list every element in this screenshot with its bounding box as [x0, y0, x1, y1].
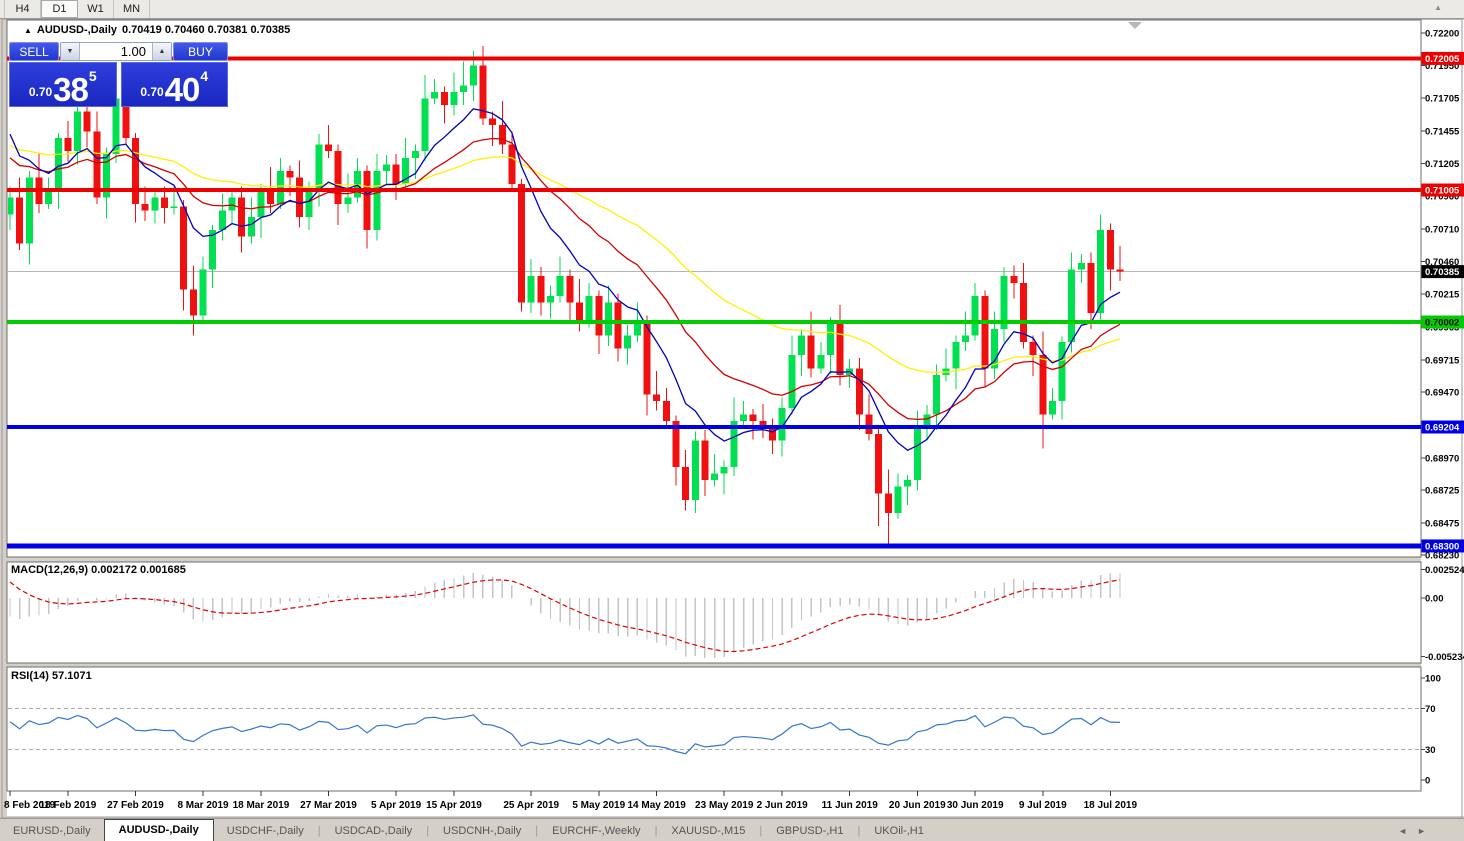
price-tick-label: 0.70710: [1425, 224, 1459, 235]
tab-usdcnh-daily[interactable]: USDCNH-,Daily: [430, 822, 534, 841]
tab-xauusd-m15[interactable]: XAUUSD-,M15: [658, 822, 758, 841]
tab-ukoil-h1[interactable]: UKOil-,H1: [861, 822, 937, 841]
date-tick-label: 15 Apr 2019: [426, 800, 482, 811]
timeframe-button-mn[interactable]: MN: [114, 0, 150, 18]
one-click-trade-widget: SELL ▼ 1.00 ▲ BUY 0.70 38 5 0.70 40 4: [9, 42, 228, 107]
chart-svg: 0.722000.719500.717050.714550.712050.709…: [0, 18, 1464, 818]
timeframe-button-d1[interactable]: D1: [41, 0, 78, 18]
date-tick-label: 11 Jun 2019: [822, 800, 879, 811]
chart-title-ohlc: 0.70419 0.70460 0.70381 0.70385: [122, 24, 290, 36]
buy-price-big: 40: [165, 76, 200, 103]
price-tick-label: 0.68475: [1425, 518, 1460, 529]
tab-usdcad-daily[interactable]: USDCAD-,Daily: [322, 822, 426, 841]
volume-increase-icon[interactable]: ▲: [152, 43, 171, 60]
tab-scroll-right-icon[interactable]: ►: [1417, 826, 1436, 836]
macd-tick-label: -0.005234: [1425, 652, 1464, 663]
symbol-marker-icon: ▲: [24, 26, 32, 35]
rsi-label: RSI(14) 57.1071: [11, 670, 92, 682]
volume-input[interactable]: 1.00: [80, 43, 152, 60]
price-tick-label: 0.71205: [1425, 159, 1460, 170]
date-tick-label: 25 Apr 2019: [503, 800, 559, 811]
sell-price-sup: 5: [89, 68, 97, 84]
macd-tick-label: 0.00: [1425, 594, 1444, 605]
date-tick-label: 20 Jun 2019: [889, 800, 946, 811]
date-tick-label: 30 Jun 2019: [947, 800, 1004, 811]
macd-tick-label: 0.002524: [1425, 565, 1464, 576]
volume-spinner: ▼ 1.00 ▲: [60, 42, 172, 61]
date-tick-label: 5 Apr 2019: [371, 800, 422, 811]
timeframe-button-w1[interactable]: W1: [78, 0, 114, 18]
tab-audusd-daily[interactable]: AUDUSD-,Daily: [104, 819, 214, 841]
date-tick-label: 2 Jun 2019: [757, 800, 809, 811]
rsi-tick-label: 0: [1425, 776, 1430, 787]
hline-0.70002-badge-label: 0.70002: [1425, 318, 1459, 329]
chart-title-symbol: AUDUSD-,Daily: [37, 24, 117, 36]
buy-price-prefix: 0.70: [140, 85, 163, 99]
tab-gbpusd-h1[interactable]: GBPUSD-,H1: [763, 822, 856, 841]
price-tick-label: 0.71455: [1425, 126, 1460, 137]
sell-price-panel[interactable]: 0.70 38 5: [9, 62, 117, 107]
date-tick-label: 5 May 2019: [572, 800, 625, 811]
date-tick-label: 23 May 2019: [695, 800, 754, 811]
price-tick-label: 0.68725: [1425, 486, 1460, 497]
price-tick-label: 0.72200: [1425, 28, 1459, 39]
tab-scroll-arrows[interactable]: ◄►: [1398, 826, 1436, 836]
buy-button[interactable]: BUY: [173, 42, 228, 61]
date-tick-label: 27 Feb 2019: [107, 800, 164, 811]
tab-eurusd-daily[interactable]: EURUSD-,Daily: [0, 822, 104, 841]
scroll-up-icon[interactable]: ▲: [1434, 3, 1442, 12]
price-tick-label: 0.70215: [1425, 289, 1460, 300]
volume-decrease-icon[interactable]: ▼: [61, 43, 80, 60]
price-axis-area[interactable]: [1421, 20, 1464, 816]
current-price-badge-label: 0.70385: [1425, 267, 1460, 278]
tab-eurchf-weekly[interactable]: EURCHF-,Weekly: [539, 822, 653, 841]
timeframe-button-h4[interactable]: H4: [4, 0, 41, 18]
price-tick-label: 0.68970: [1425, 453, 1459, 464]
rsi-tick-label: 100: [1425, 674, 1441, 685]
rsi-tick-label: 30: [1425, 745, 1436, 756]
price-tick-label: 0.71705: [1425, 93, 1460, 104]
hline-0.68300-badge-label: 0.68300: [1425, 541, 1459, 552]
hline-0.71005-badge-label: 0.71005: [1425, 186, 1460, 197]
date-tick-label: 18 Feb 2019: [40, 800, 97, 811]
chart-title: ▲ AUDUSD-,Daily 0.70419 0.70460 0.70381 …: [24, 24, 290, 36]
buy-price-sup: 4: [200, 68, 208, 84]
date-tick-label: 27 Mar 2019: [300, 800, 357, 811]
date-tick-label: 18 Jul 2019: [1084, 800, 1138, 811]
price-tick-label: 0.69715: [1425, 355, 1460, 366]
date-tick-label: 8 Mar 2019: [177, 800, 229, 811]
hline-0.72005-badge-label: 0.72005: [1425, 54, 1460, 65]
sell-price-prefix: 0.70: [29, 85, 52, 99]
buy-price-panel[interactable]: 0.70 40 4: [121, 62, 229, 107]
rsi-tick-label: 70: [1425, 704, 1436, 715]
tab-scroll-left-icon[interactable]: ◄: [1398, 826, 1417, 836]
price-tick-label: 0.69470: [1425, 388, 1459, 399]
date-tick-label: 18 Mar 2019: [233, 800, 290, 811]
tab-usdchf-daily[interactable]: USDCHF-,Daily: [214, 822, 317, 841]
sell-button[interactable]: SELL: [9, 42, 59, 61]
date-tick-label: 14 May 2019: [627, 800, 686, 811]
sell-price-big: 38: [53, 76, 88, 103]
macd-label: MACD(12,26,9) 0.002172 0.001685: [11, 564, 186, 576]
date-tick-label: 9 Jul 2019: [1019, 800, 1067, 811]
hline-0.69204-badge-label: 0.69204: [1425, 423, 1460, 434]
